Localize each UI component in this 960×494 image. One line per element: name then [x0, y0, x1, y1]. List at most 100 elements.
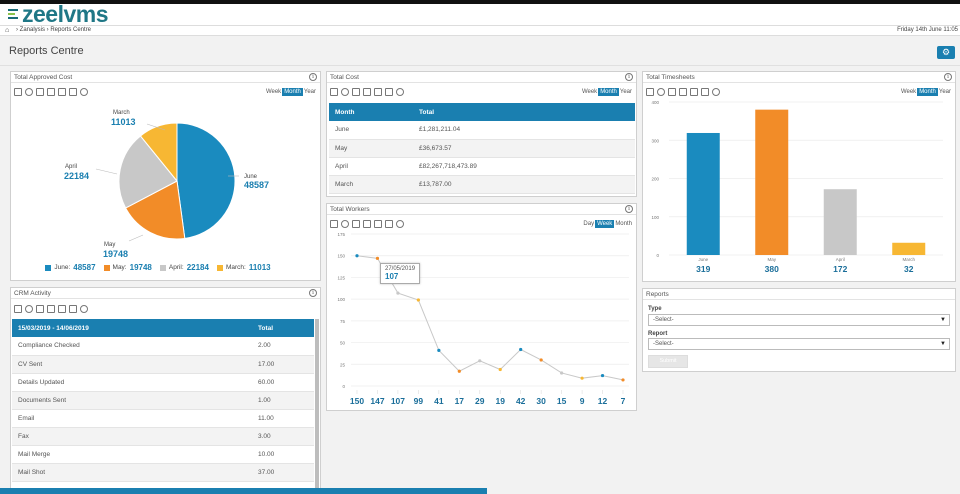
range-week[interactable]: Week [265, 89, 282, 95]
data-point [600, 373, 605, 378]
crm-header-total[interactable]: Total [252, 319, 314, 337]
area-view-icon[interactable] [690, 88, 698, 96]
line-view-icon[interactable] [69, 88, 77, 96]
pie-view-icon[interactable] [341, 220, 349, 228]
breadcrumb-path[interactable]: › Zanalysis › Reports Centre [16, 27, 92, 33]
y-tick-label: 300 [651, 138, 659, 143]
data-point [621, 378, 625, 382]
slice-value-may: 19748 [103, 249, 129, 259]
table-row[interactable]: April £82,267,718,473.89 [329, 157, 635, 176]
table-row[interactable]: Fax 3.00 [12, 427, 314, 446]
legend-march[interactable]: March: 11013 [216, 263, 271, 272]
table-view-icon[interactable] [14, 88, 22, 96]
chart-toolbar [330, 220, 407, 228]
table-view-icon[interactable] [330, 88, 338, 96]
range-year[interactable]: Year [938, 89, 951, 95]
area-view-icon[interactable] [58, 88, 66, 96]
range-month[interactable]: Month [917, 88, 938, 96]
area-view-icon[interactable] [374, 220, 382, 228]
range-toggle: Week Month Year [581, 88, 633, 96]
range-week[interactable]: Week [581, 89, 598, 95]
settings-button[interactable]: ⚙ [937, 46, 955, 59]
table-row[interactable]: Compliance Checked 2.00 [12, 337, 314, 356]
line-view-icon[interactable] [701, 88, 709, 96]
table-row[interactable]: Documents Sent 1.00 [12, 391, 314, 410]
crm-activity-total: 60.00 [252, 373, 314, 392]
reports-panel: Reports Type -Select- ▼ Report -Select- … [642, 288, 956, 372]
table-view-icon[interactable] [646, 88, 654, 96]
column-view-icon[interactable] [679, 88, 687, 96]
table-row[interactable]: Mail Merge 10.00 [12, 445, 314, 464]
range-month[interactable]: Month [615, 221, 632, 227]
data-label: 380 [765, 264, 779, 274]
type-select[interactable]: -Select- ▼ [648, 314, 950, 326]
table-row[interactable]: Email 11.00 [12, 409, 314, 428]
report-select[interactable]: -Select- ▼ [648, 338, 950, 350]
range-week[interactable]: Week [595, 220, 615, 228]
cost-month: May [329, 139, 413, 158]
crm-scrollbar[interactable] [315, 319, 319, 489]
info-icon[interactable]: i [625, 73, 633, 81]
x-tick-label: April [836, 257, 845, 262]
column-view-icon[interactable] [363, 88, 371, 96]
settings-icon[interactable] [712, 88, 720, 96]
info-icon[interactable]: i [309, 73, 317, 81]
data-point [539, 358, 543, 362]
crm-activity-name: Email [12, 409, 252, 428]
bar-view-icon[interactable] [352, 88, 360, 96]
y-tick-label: 0 [656, 253, 659, 258]
report-select-value: -Select- [653, 341, 674, 347]
line-view-icon[interactable] [385, 88, 393, 96]
range-month[interactable]: Month [598, 88, 619, 96]
legend-may[interactable]: May: 19748 [103, 263, 152, 272]
pie-view-icon[interactable] [25, 305, 33, 313]
settings-icon[interactable] [80, 305, 88, 313]
data-point [498, 367, 502, 372]
range-month[interactable]: Month [282, 88, 303, 96]
pie-view-icon[interactable] [341, 88, 349, 96]
column-view-icon[interactable] [363, 220, 371, 228]
info-icon[interactable]: i [944, 73, 952, 81]
line-view-icon[interactable] [69, 305, 77, 313]
bar-view-icon[interactable] [668, 88, 676, 96]
settings-icon[interactable] [396, 88, 404, 96]
range-day[interactable]: Day [583, 221, 595, 227]
column-view-icon[interactable] [47, 88, 55, 96]
cost-header-total[interactable]: Total [413, 103, 635, 121]
home-icon[interactable]: ⌂ [5, 27, 10, 34]
legend-april[interactable]: April: 22184 [159, 263, 209, 272]
range-year[interactable]: Year [303, 89, 316, 95]
range-week[interactable]: Week [900, 89, 917, 95]
slice-label-june: June [244, 174, 258, 180]
range-year[interactable]: Year [619, 89, 632, 95]
bar-view-icon[interactable] [36, 88, 44, 96]
submit-button[interactable]: Submit [648, 355, 688, 368]
bar-june [686, 132, 720, 255]
table-row[interactable]: March £13,787.00 [329, 175, 635, 194]
table-view-icon[interactable] [14, 305, 22, 313]
column-view-icon[interactable] [47, 305, 55, 313]
bar-view-icon[interactable] [352, 220, 360, 228]
table-row[interactable]: June £1,281,211.04 [329, 121, 635, 140]
logo[interactable]: zeelvms [8, 1, 109, 27]
settings-icon[interactable] [80, 88, 88, 96]
table-row[interactable]: Mail Shot 37.00 [12, 463, 314, 482]
crm-header-period[interactable]: 15/03/2019 - 14/06/2019 [12, 319, 252, 337]
info-icon[interactable]: i [625, 205, 633, 213]
settings-icon[interactable] [396, 220, 404, 228]
table-row[interactable]: Details Updated 60.00 [12, 373, 314, 392]
table-row[interactable]: May £36,673.57 [329, 139, 635, 158]
table-view-icon[interactable] [330, 220, 338, 228]
pie-slice-april [118, 135, 178, 209]
bar-view-icon[interactable] [36, 305, 44, 313]
table-row[interactable]: CV Sent 17.00 [12, 355, 314, 374]
line-view-icon[interactable] [385, 220, 393, 228]
pie-view-icon[interactable] [25, 88, 33, 96]
info-icon[interactable]: i [309, 289, 317, 297]
pie-view-icon[interactable] [657, 88, 665, 96]
area-view-icon[interactable] [58, 305, 66, 313]
legend-june[interactable]: June: 48587 [45, 263, 96, 272]
y-tick-label: 50 [340, 341, 346, 346]
cost-header-month[interactable]: Month [329, 103, 413, 121]
area-view-icon[interactable] [374, 88, 382, 96]
